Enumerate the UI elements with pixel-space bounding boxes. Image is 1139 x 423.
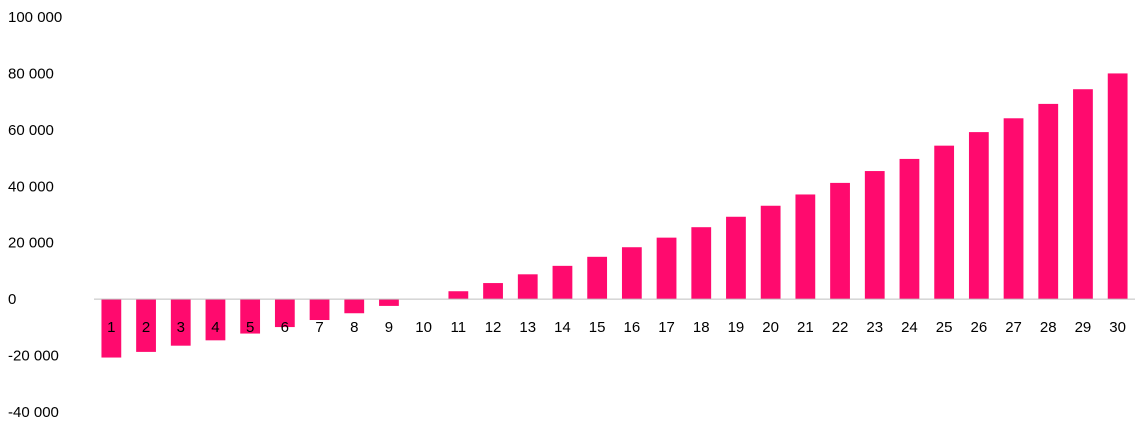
y-tick-label: 0	[8, 291, 16, 308]
x-tick-label: 10	[415, 319, 432, 336]
x-tick-label: 13	[519, 319, 536, 336]
y-tick-label: 20 000	[8, 235, 54, 252]
x-tick-label: 2	[142, 319, 150, 336]
bar	[1038, 103, 1059, 300]
y-tick-label: 60 000	[8, 122, 54, 139]
x-tick-label: 4	[211, 319, 219, 336]
x-tick-label: 12	[485, 319, 502, 336]
x-tick-label: 6	[281, 319, 289, 336]
x-tick-label: 26	[971, 319, 988, 336]
x-tick-label: 18	[693, 319, 710, 336]
x-tick-label: 25	[936, 319, 953, 336]
bar	[552, 265, 573, 300]
x-tick-label: 14	[554, 319, 571, 336]
x-tick-label: 11	[451, 319, 467, 336]
bar	[968, 132, 989, 300]
bar	[830, 182, 850, 300]
x-tick-label: 1	[107, 319, 115, 336]
bar	[344, 299, 365, 314]
bar	[726, 216, 746, 300]
bar	[1073, 89, 1093, 300]
x-tick-label: 3	[177, 319, 185, 336]
y-tick-label: 80 000	[8, 65, 54, 82]
x-tick-label: 19	[728, 319, 745, 336]
bar	[274, 299, 295, 328]
bar	[448, 291, 469, 300]
x-tick-label: 23	[866, 319, 883, 336]
x-tick-label: 16	[624, 319, 641, 336]
x-tick-label: 5	[246, 319, 254, 336]
bar	[309, 299, 330, 321]
x-tick-label: 7	[315, 319, 323, 336]
x-tick-label: 30	[1109, 319, 1126, 336]
x-tick-label: 24	[901, 319, 918, 336]
bar	[379, 299, 399, 306]
y-tick-label: -20 000	[8, 348, 59, 365]
y-tick-label: 40 000	[8, 178, 54, 195]
x-tick-label: 20	[762, 319, 779, 336]
bar	[691, 227, 712, 300]
x-tick-label: 27	[1005, 319, 1022, 336]
x-tick-label: 15	[589, 319, 606, 336]
bar	[899, 158, 920, 300]
bar	[240, 299, 261, 334]
bar	[1003, 118, 1024, 300]
x-tick-label: 9	[385, 319, 393, 336]
bar	[136, 299, 156, 352]
y-tick-label: -40 000	[8, 404, 59, 421]
x-tick-label: 29	[1075, 319, 1092, 336]
y-tick-label: 100 000	[8, 9, 62, 26]
x-axis-tick-labels: 1 2 3 4 5 6 7 8 9 10 11 12 13 14 15 16 17 18 19 20 21 22 23 24 2…	[107, 319, 1126, 336]
bar	[656, 237, 677, 300]
bar	[517, 274, 538, 300]
bar	[101, 299, 122, 358]
y-axis-tick-labels: 100 000 80 000 60 000 40 000 20 000 0 -20 000 -…	[8, 9, 62, 421]
bar	[864, 171, 885, 300]
x-tick-label: 21	[797, 319, 814, 336]
bars	[101, 73, 1128, 358]
bar	[1107, 73, 1128, 300]
x-tick-label: 8	[350, 319, 358, 336]
bar	[170, 299, 191, 346]
bar	[934, 145, 955, 300]
bar	[760, 205, 781, 300]
x-tick-label: 28	[1040, 319, 1057, 336]
x-tick-label: 17	[658, 319, 675, 336]
x-tick-label: 22	[832, 319, 849, 336]
bar	[621, 247, 642, 300]
bar	[483, 283, 503, 300]
bar	[795, 194, 816, 300]
bar	[205, 299, 226, 341]
bar	[587, 256, 608, 300]
